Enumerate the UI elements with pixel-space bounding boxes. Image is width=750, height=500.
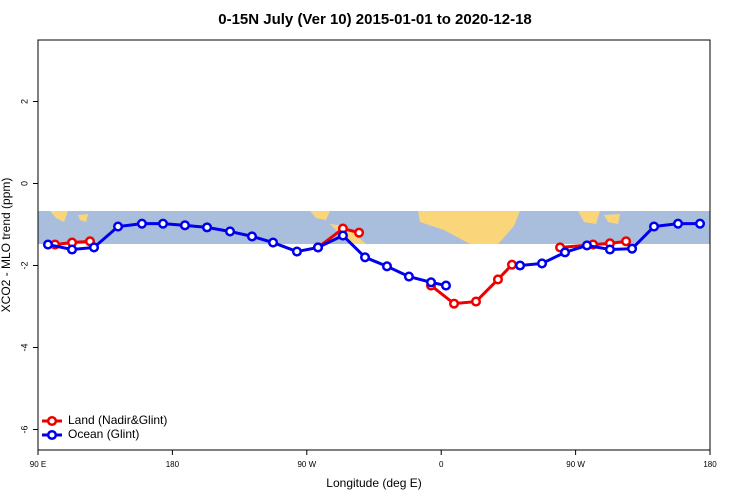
y-tick-label: 0: [19, 181, 29, 186]
y-tick-label: 2: [19, 99, 29, 104]
point: [621, 236, 632, 247]
point: [648, 221, 660, 232]
point: [425, 277, 437, 288]
point: [381, 261, 393, 272]
point: [354, 227, 365, 238]
point: [440, 280, 452, 291]
point: [157, 218, 169, 229]
x-tick-label: 90 W: [297, 460, 316, 469]
point: [514, 260, 526, 271]
x-tick-label: 180: [166, 460, 180, 469]
point: [448, 298, 460, 309]
legend-label: Ocean (Glint): [68, 427, 139, 441]
point: [604, 244, 615, 255]
legend-label: Land (Nadir&Glint): [68, 413, 167, 427]
point: [337, 230, 348, 241]
point: [536, 258, 548, 269]
legend-marker: [46, 415, 58, 427]
point: [626, 243, 638, 254]
point: [42, 239, 54, 250]
x-tick-label: 90 W: [566, 460, 585, 469]
point: [88, 242, 100, 253]
point: [312, 242, 324, 253]
point: [112, 221, 124, 232]
point: [492, 274, 503, 285]
point: [179, 220, 190, 231]
point: [291, 246, 302, 257]
point: [403, 271, 414, 282]
point: [268, 237, 279, 248]
map-land: [50, 211, 620, 244]
point: [672, 218, 684, 229]
plot-frame: [37, 39, 711, 451]
x-tick-label: 90 E: [30, 460, 46, 469]
y-tick-label: -6: [19, 425, 29, 433]
chart-title: 0-15N July (Ver 10) 2015-01-01 to 2020-1…: [218, 11, 532, 28]
point: [246, 231, 258, 242]
point: [359, 252, 371, 263]
x-tick-label: 0: [439, 460, 444, 469]
x-tick-label: 180: [703, 460, 717, 469]
point: [66, 244, 78, 255]
x-axis-label: Longitude (deg E): [326, 476, 421, 490]
point: [136, 218, 147, 229]
y-tick-label: -2: [19, 261, 29, 269]
point: [694, 218, 706, 229]
point: [581, 240, 592, 251]
point: [470, 296, 482, 307]
y-tick-label: -4: [19, 343, 29, 351]
point: [559, 247, 571, 258]
legend-marker: [46, 429, 58, 441]
point: [201, 222, 213, 233]
point: [506, 259, 518, 270]
point: [224, 226, 236, 237]
y-axis-label: XCO2 - MLO trend (ppm): [0, 178, 13, 313]
